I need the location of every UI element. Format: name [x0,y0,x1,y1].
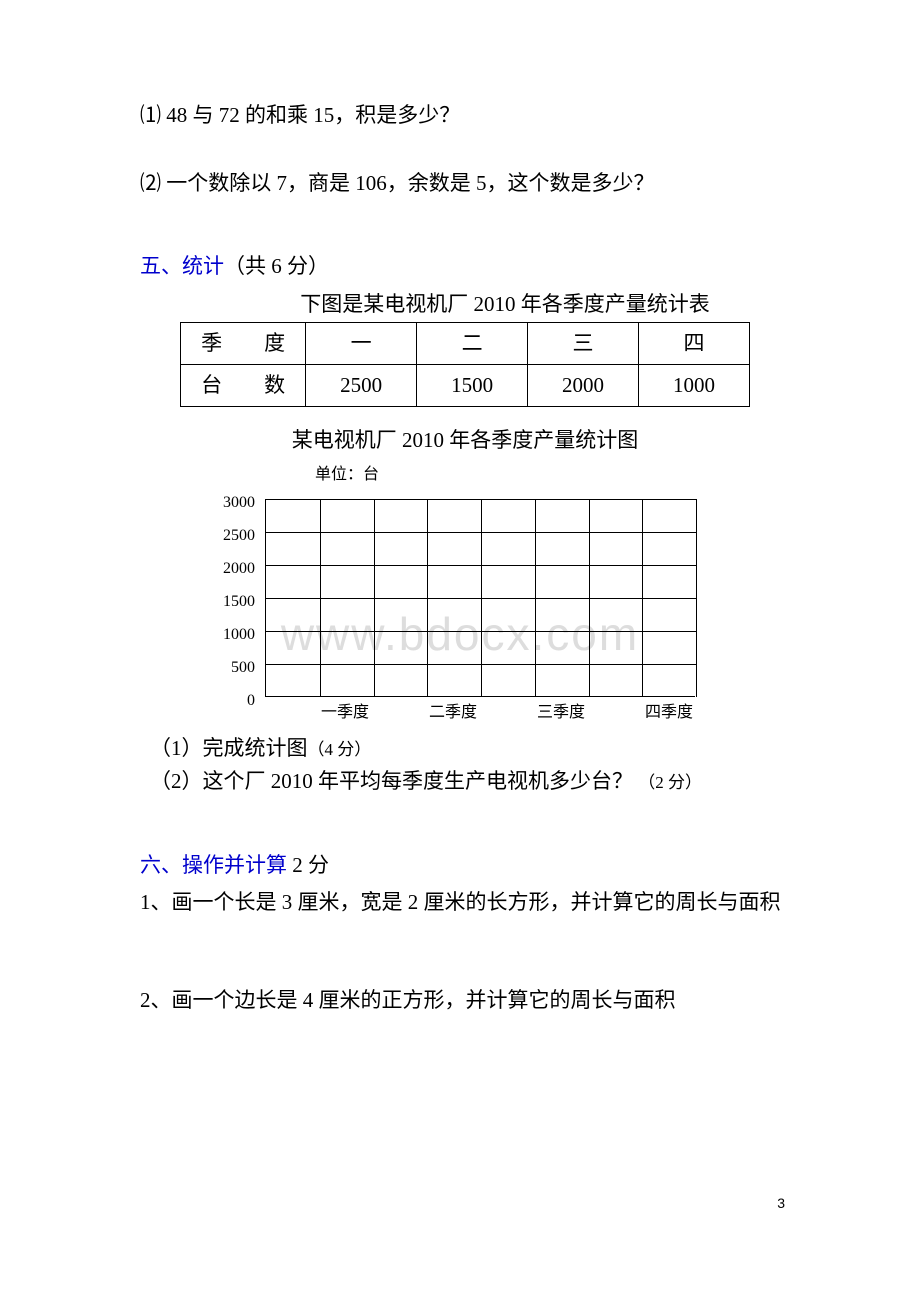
section-6-heading: 六、操作并计算 [140,853,287,877]
chart-gridline-v [589,499,590,697]
page-number: 3 [777,1193,785,1214]
chart-plot [265,499,695,697]
section-6-points: 2 分 [287,853,329,877]
chart-ytick: 0 [195,689,255,713]
data-table: 季 度 一 二 三 四 台 数 2500 1500 2000 1000 [180,322,750,407]
chart-xtick: 四季度 [629,701,709,725]
section5-q1-points: （4 分） [308,740,372,759]
chart-ytick: 2000 [195,557,255,581]
table-cell: 四 [639,323,750,365]
section-5-heading: 五、统计 [140,254,224,278]
chart-gridline-v [696,499,697,697]
chart-xtick: 一季度 [305,701,385,725]
chart-xtick: 二季度 [413,701,493,725]
chart-ytick: 3000 [195,491,255,515]
chart-unit: 单位：台 [315,463,725,487]
section5-q2-points: （2 分） [638,773,702,792]
table-row: 台 数 2500 1500 2000 1000 [181,365,750,407]
chart-xtick: 三季度 [521,701,601,725]
table-cell: 三 [528,323,639,365]
row-label: 季 度 [181,323,306,365]
table-cell: 一 [306,323,417,365]
problem-1: ⑴ 48 与 72 的和乘 15，积是多少？ [140,100,790,132]
bar-chart: 单位：台 300025002000150010005000一季度二季度三季度四季… [205,463,725,727]
problem-2: ⑵ 一个数除以 7，商是 106，余数是 5，这个数是多少？ [140,168,790,200]
table-cell: 1500 [417,365,528,407]
section5-q1: （1）完成统计图 [150,736,308,760]
chart-ytick: 500 [195,656,255,680]
table-cell: 2000 [528,365,639,407]
row-label: 台 数 [181,365,306,407]
table-caption: 下图是某电视机厂 2010 年各季度产量统计表 [220,289,790,321]
table-row: 季 度 一 二 三 四 [181,323,750,365]
section-5-points: （共 6 分） [224,254,329,278]
chart-ytick: 1500 [195,590,255,614]
section6-q2: 2、画一个边长是 4 厘米的正方形，并计算它的周长与面积 [140,985,790,1017]
chart-ytick: 1000 [195,623,255,647]
chart-gridline-v [320,499,321,697]
section6-q1: 1、画一个长是 3 厘米，宽是 2 厘米的长方形，并计算它的周长与面积 [140,887,790,919]
table-cell: 二 [417,323,528,365]
chart-gridline-v [535,499,536,697]
table-cell: 1000 [639,365,750,407]
chart-gridline-v [642,499,643,697]
chart-gridline-v [374,499,375,697]
chart-title: 某电视机厂 2010 年各季度产量统计图 [140,425,790,457]
chart-gridline-v [427,499,428,697]
section5-q2: （2）这个厂 2010 年平均每季度生产电视机多少台？ [150,769,633,793]
table-cell: 2500 [306,365,417,407]
chart-gridline-v [481,499,482,697]
chart-ytick: 2500 [195,524,255,548]
